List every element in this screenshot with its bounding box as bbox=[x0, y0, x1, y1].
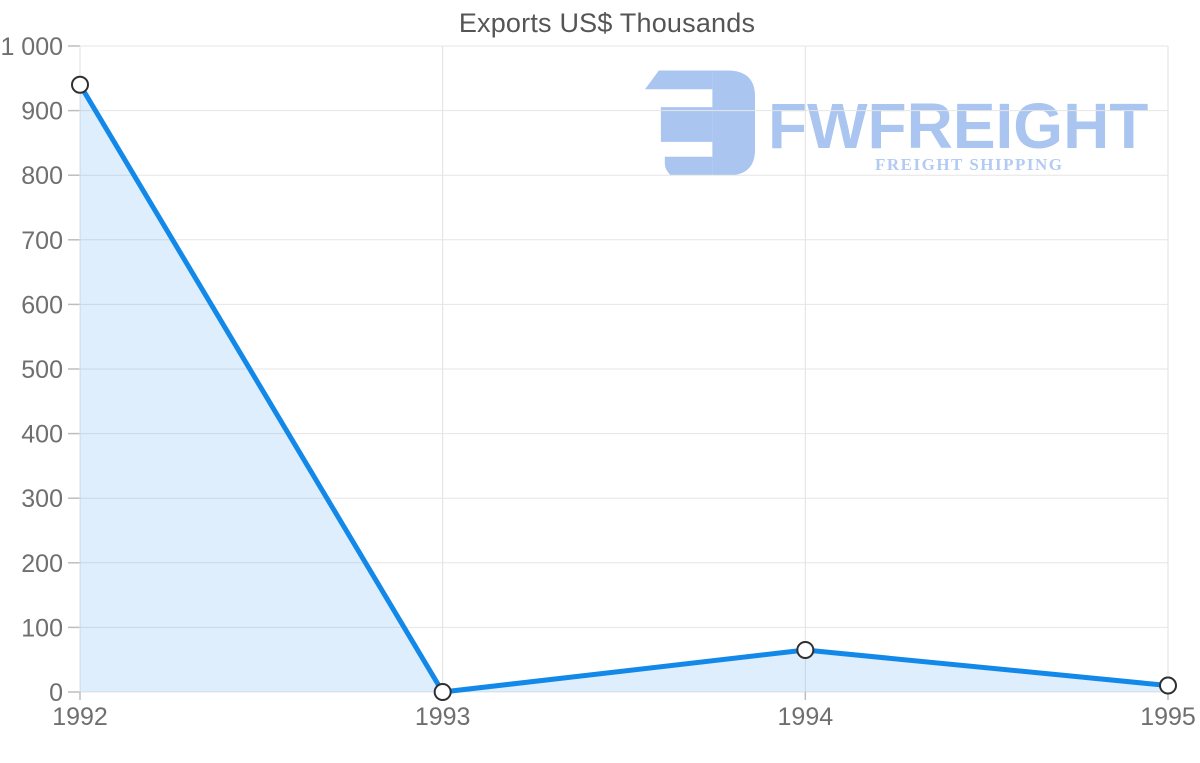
logo-tagline-text: FREIGHT SHIPPING bbox=[875, 155, 1064, 174]
y-axis-label: 100 bbox=[21, 614, 63, 642]
y-axis-label: 800 bbox=[21, 162, 63, 190]
y-axis-label: 400 bbox=[21, 421, 63, 449]
data-point-1992[interactable] bbox=[71, 75, 89, 94]
y-axis-label: 700 bbox=[21, 227, 63, 255]
y-axis-label: 200 bbox=[21, 550, 63, 578]
y-axis-label: 300 bbox=[21, 485, 63, 513]
y-axis-label: 900 bbox=[21, 98, 63, 126]
fwfreight-logo-mark-icon bbox=[645, 70, 755, 176]
x-axis-label: 1993 bbox=[415, 703, 471, 731]
y-axis-label: 0 bbox=[49, 679, 63, 707]
x-axis-label: 1992 bbox=[52, 703, 108, 731]
data-point-1993[interactable] bbox=[433, 683, 452, 701]
series-area-fill bbox=[80, 84, 1168, 692]
y-axis-label: 500 bbox=[21, 356, 63, 384]
logo-brand-text: FWFREIGHT bbox=[768, 90, 1149, 162]
series-line bbox=[77, 82, 1171, 695]
data-point-1995[interactable] bbox=[1159, 676, 1177, 695]
x-axis-label: 1995 bbox=[1140, 703, 1196, 731]
y-axis-label: 1 000 bbox=[0, 33, 63, 61]
data-point-1994[interactable] bbox=[796, 641, 815, 660]
chart-title: Exports US$ Thousands bbox=[458, 8, 756, 38]
fwfreight-logo: FWFREIGHT FREIGHT SHIPPING bbox=[645, 70, 1165, 190]
y-axis-label: 600 bbox=[21, 291, 63, 319]
x-axis-label: 1994 bbox=[778, 703, 834, 731]
